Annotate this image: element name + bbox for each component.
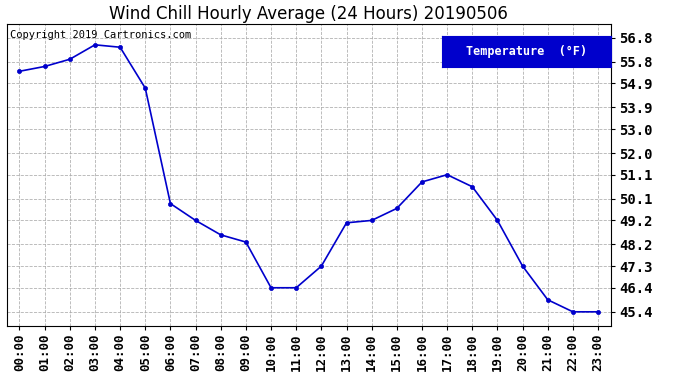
Title: Wind Chill Hourly Average (24 Hours) 20190506: Wind Chill Hourly Average (24 Hours) 201… [109, 5, 509, 23]
Text: Copyright 2019 Cartronics.com: Copyright 2019 Cartronics.com [10, 30, 191, 40]
